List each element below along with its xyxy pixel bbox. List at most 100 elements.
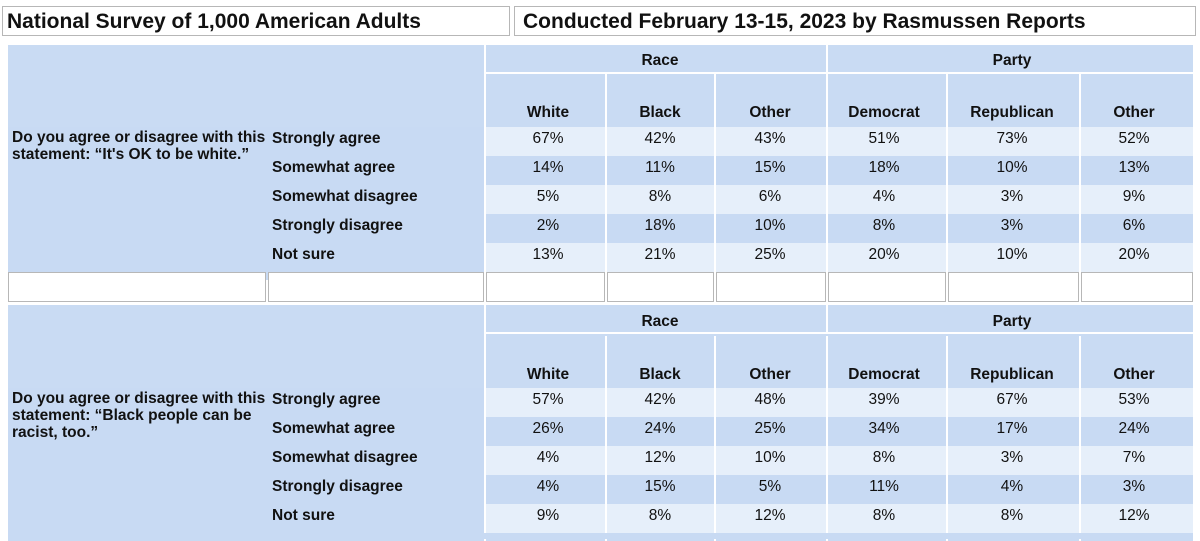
data-cell: 4% [536,449,560,466]
empty-spacer-cell [716,272,826,302]
data-cell: 8% [648,507,672,524]
empty-spacer-cell [828,272,946,302]
data-cell: 15% [754,159,786,176]
data-cell: 11% [869,478,899,495]
response-label: Somewhat agree [272,159,396,176]
question-text: Do you agree or disagree with this state… [12,390,266,441]
empty-spacer-cell [948,272,1079,302]
data-cell: 48% [754,391,786,408]
data-cell: 9% [1122,188,1146,205]
question-cell [8,388,484,541]
data-cell: 12% [754,507,786,524]
column-divider [946,74,948,280]
table-row [486,504,1193,533]
column-header: Other [749,366,791,383]
data-cell: 43% [754,130,786,147]
data-cell: 52% [1118,130,1150,147]
table-row [486,446,1193,475]
column-header: Other [749,104,791,121]
empty-spacer-cell [8,272,266,302]
table-row [486,388,1193,417]
column-divider [826,74,828,280]
response-label: Somewhat agree [272,420,396,437]
data-cell: 57% [532,391,564,408]
data-cell: 12% [644,449,676,466]
column-header: White [526,104,570,121]
data-cell: 13% [1118,159,1150,176]
data-cell: 14% [532,159,564,176]
data-cell: 4% [872,188,896,205]
survey-title: National Survey of 1,000 American Adults [2,6,510,36]
data-cell: 20% [868,246,900,263]
table-header-band [8,45,1193,127]
table-row [486,475,1193,504]
column-divider [605,336,607,541]
data-cell: 5% [758,478,782,495]
data-cell: 73% [996,130,1028,147]
column-header: Republican [970,104,1054,121]
data-cell: 8% [872,449,896,466]
table-header-band [8,305,1193,388]
data-cell: 7% [1122,449,1146,466]
table-row [486,185,1193,214]
column-header: Other [1113,366,1155,383]
group-split [826,45,828,72]
column-divider [826,336,828,541]
column-header: Democrat [848,366,920,383]
data-cell: 3% [1000,449,1024,466]
column-header: Black [639,366,681,383]
response-label: Not sure [272,246,335,263]
data-cell: 3% [1000,188,1024,205]
data-cell: 25% [754,246,786,263]
group-divider [486,332,1193,334]
data-cell: 34% [868,420,900,437]
table-row [486,156,1193,185]
column-divider [1079,74,1081,280]
column-header: Republican [970,366,1054,383]
data-cell: 67% [996,391,1028,408]
data-cell: 9% [536,507,560,524]
response-label: Strongly disagree [272,217,403,234]
group-header-race: Race [641,313,679,330]
data-cell: 18% [644,217,676,234]
data-cell: 11% [645,159,675,176]
column-divider [714,336,716,541]
data-cell: 10% [996,159,1028,176]
data-cell: 39% [868,391,900,408]
column-header: Other [1113,104,1155,121]
table-row [486,417,1193,446]
data-cell: 53% [1118,391,1150,408]
data-cell: 51% [868,130,900,147]
response-label: Strongly agree [272,130,381,147]
data-cell: 4% [536,478,560,495]
empty-spacer-cell [1081,272,1193,302]
response-label: Strongly agree [272,391,381,408]
data-cell: 3% [1122,478,1146,495]
response-label: Strongly disagree [272,478,403,495]
data-cell: 26% [532,420,564,437]
column-header: White [526,366,570,383]
data-cell: 42% [644,391,676,408]
data-cell: 8% [872,217,896,234]
data-cell: 24% [644,420,676,437]
column-divider [484,45,486,280]
group-divider [486,72,1193,74]
group-header-party: Party [992,52,1032,69]
data-cell: 20% [1118,246,1150,263]
data-cell: 25% [754,420,786,437]
data-cell: 8% [648,188,672,205]
data-cell: 10% [754,449,786,466]
data-cell: 67% [532,130,564,147]
data-cell: 18% [868,159,900,176]
column-divider [1079,336,1081,541]
table-bottom-edge [8,533,1193,539]
table-row [486,127,1193,156]
table-row [486,243,1193,272]
group-split [826,305,828,332]
data-cell: 8% [1000,507,1024,524]
data-cell: 24% [1118,420,1150,437]
data-cell: 10% [754,217,786,234]
data-cell: 5% [536,188,560,205]
column-header: Black [639,104,681,121]
